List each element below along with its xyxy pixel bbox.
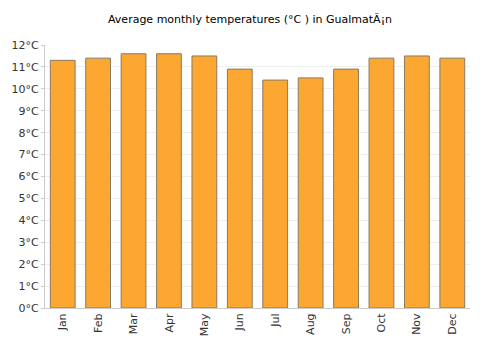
svg-text:Jan: Jan [56,313,69,331]
svg-text:5°C: 5°C [19,192,39,205]
svg-text:Mar: Mar [127,313,140,334]
svg-text:1°C: 1°C [19,280,39,293]
svg-text:Average monthly temperatures (: Average monthly temperatures (°C ) in Gu… [108,13,392,26]
svg-text:Dec: Dec [446,313,459,334]
svg-text:Jul: Jul [269,313,282,327]
svg-text:4°C: 4°C [19,214,39,227]
svg-text:8°C: 8°C [19,127,39,140]
svg-text:Nov: Nov [410,313,423,335]
svg-text:May: May [198,313,211,336]
svg-text:2°C: 2°C [19,258,39,271]
svg-text:10°C: 10°C [12,83,39,96]
svg-text:9°C: 9°C [19,105,39,118]
svg-text:3°C: 3°C [19,236,39,249]
svg-text:Aug: Aug [304,313,317,334]
svg-text:0°C: 0°C [19,302,39,315]
svg-text:Sep: Sep [340,313,353,334]
svg-text:Oct: Oct [375,313,388,333]
svg-text:Jun: Jun [233,313,246,331]
svg-text:6°C: 6°C [19,170,39,183]
svg-text:Apr: Apr [163,313,176,333]
svg-text:Feb: Feb [92,313,105,332]
svg-text:7°C: 7°C [19,148,39,161]
svg-text:11°C: 11°C [12,61,39,74]
svg-text:12°C: 12°C [12,39,39,52]
